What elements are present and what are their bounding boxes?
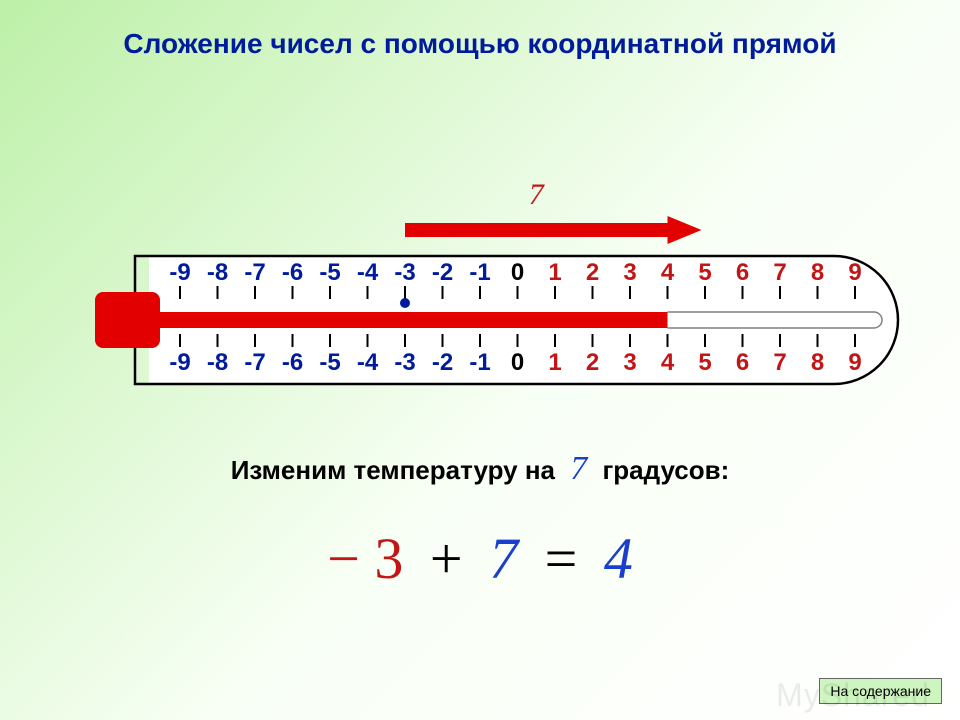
svg-text:-1: -1 (469, 349, 490, 376)
svg-text:-8: -8 (207, 259, 228, 286)
toc-button[interactable]: На содержание (819, 678, 942, 704)
svg-text:-8: -8 (207, 349, 228, 376)
svg-text:-9: -9 (169, 259, 190, 286)
prompt-value: 7 (562, 450, 595, 487)
svg-text:9: 9 (848, 349, 861, 376)
svg-text:7: 7 (529, 180, 546, 211)
svg-text:-3: -3 (394, 349, 415, 376)
svg-text:5: 5 (698, 259, 711, 286)
svg-text:-7: -7 (244, 259, 265, 286)
svg-text:2: 2 (586, 259, 599, 286)
svg-text:6: 6 (736, 349, 749, 376)
svg-text:-5: -5 (319, 349, 340, 376)
svg-text:0: 0 (511, 259, 524, 286)
svg-text:-9: -9 (169, 349, 190, 376)
svg-text:-5: -5 (319, 259, 340, 286)
svg-text:8: 8 (811, 349, 824, 376)
svg-text:0: 0 (511, 349, 524, 376)
svg-text:-3: -3 (394, 259, 415, 286)
svg-text:-4: -4 (357, 259, 379, 286)
equation-c: 4 (598, 526, 639, 591)
svg-text:-1: -1 (469, 259, 490, 286)
equation: − 3 + 7 = 4 (0, 525, 960, 592)
prompt-before: Изменим температуру на (231, 455, 555, 485)
svg-text:3: 3 (623, 349, 636, 376)
equation-a: − 3 (321, 526, 409, 591)
svg-text:-4: -4 (357, 349, 379, 376)
svg-text:-2: -2 (432, 349, 453, 376)
svg-text:4: 4 (661, 259, 675, 286)
thermometer-diagram: -9-9-8-8-7-7-6-6-5-5-4-4-3-3-2-2-1-10011… (60, 180, 900, 390)
prompt-after: градусов: (602, 455, 729, 485)
svg-text:5: 5 (698, 349, 711, 376)
svg-text:8: 8 (811, 259, 824, 286)
svg-text:7: 7 (773, 349, 786, 376)
svg-text:6: 6 (736, 259, 749, 286)
svg-text:9: 9 (848, 259, 861, 286)
equation-op2: = (539, 526, 584, 591)
svg-text:-2: -2 (432, 259, 453, 286)
svg-text:-6: -6 (282, 349, 303, 376)
svg-text:4: 4 (661, 349, 675, 376)
equation-b: 7 (483, 526, 524, 591)
page-title: Сложение чисел с помощью координатной пр… (0, 28, 960, 60)
svg-text:2: 2 (586, 349, 599, 376)
svg-text:1: 1 (548, 259, 561, 286)
svg-text:3: 3 (623, 259, 636, 286)
equation-op1: + (424, 526, 469, 591)
svg-text:-6: -6 (282, 259, 303, 286)
svg-text:1: 1 (548, 349, 561, 376)
svg-text:-7: -7 (244, 349, 265, 376)
svg-text:7: 7 (773, 259, 786, 286)
prompt-line: Изменим температуру на 7 градусов: (0, 450, 960, 488)
